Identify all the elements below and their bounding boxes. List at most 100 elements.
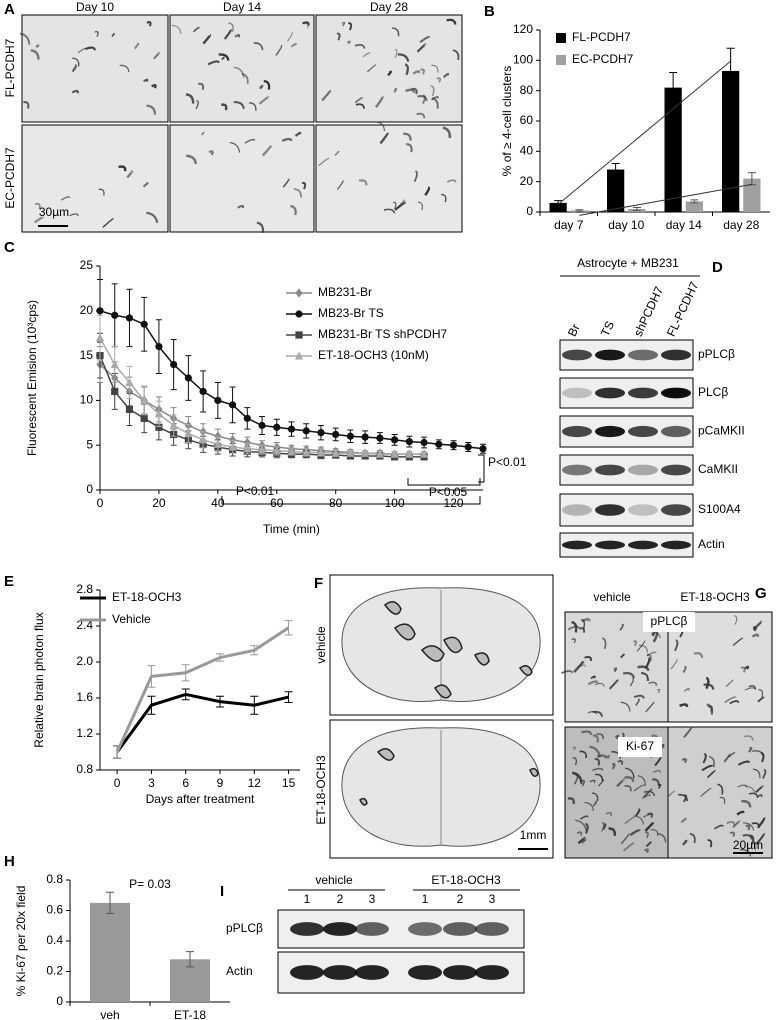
cell (613, 667, 618, 673)
marker (140, 414, 148, 422)
bar (664, 87, 682, 212)
lane-label: 3 (369, 892, 376, 906)
line (115, 692, 289, 753)
cell (348, 22, 353, 31)
legend-label: MB23-Br TS (318, 306, 384, 320)
marker (272, 445, 281, 455)
x-tick-label: 20 (152, 496, 166, 510)
cell (431, 96, 439, 101)
cell (742, 822, 755, 831)
cell (741, 799, 752, 808)
chart: 0.8 1.2 1.6 2.0 2.4 2.8 Relative brain photon … (32, 582, 300, 806)
cell (85, 46, 97, 51)
cell (762, 768, 767, 779)
trend-line (579, 183, 752, 216)
column-label: Day 28 (370, 0, 408, 14)
marker (391, 436, 399, 444)
x-tick-label: 6 (182, 776, 189, 790)
error-bar (106, 891, 114, 915)
marker (420, 438, 428, 447)
cell (608, 827, 617, 836)
row-label: Actin (226, 964, 253, 978)
cell (201, 131, 205, 136)
cell (633, 640, 637, 647)
panel-label: C (4, 239, 15, 256)
cell (72, 57, 80, 67)
cell (394, 48, 398, 58)
y-axis-label: % Ki-67 per 20x field (14, 886, 28, 997)
marker (302, 427, 310, 435)
cell (142, 182, 149, 188)
bracket (478, 454, 485, 483)
legend-label: ET-18-OCH3 (10nM) (318, 348, 429, 362)
label-box (643, 612, 695, 632)
error-bar (690, 199, 699, 204)
panel-label: E (4, 573, 14, 590)
marker (243, 414, 251, 422)
cell (387, 70, 393, 77)
cell (396, 198, 406, 209)
cell (589, 779, 596, 784)
band (661, 504, 691, 516)
cell (707, 839, 713, 848)
band (661, 387, 691, 399)
x-tick-label: 12 (248, 776, 262, 790)
lane-label: 1 (304, 892, 311, 906)
cell (744, 687, 757, 691)
cell (719, 796, 726, 804)
cell (208, 150, 214, 156)
marker (228, 435, 237, 445)
cell (611, 751, 621, 759)
cell (656, 688, 661, 694)
cell (650, 829, 659, 836)
cell (681, 758, 687, 764)
column-label: Day 10 (76, 0, 114, 14)
cell (442, 126, 452, 138)
cell (579, 750, 588, 759)
cell (23, 100, 30, 109)
cell (223, 28, 232, 40)
legend-label: EC-PCDH7 (572, 52, 634, 66)
marker (96, 307, 104, 315)
cell (641, 672, 649, 682)
cell (592, 767, 604, 772)
cell (573, 660, 585, 673)
cell (443, 73, 450, 78)
cell (293, 188, 303, 198)
band (475, 965, 509, 980)
band (562, 464, 592, 476)
cell (620, 701, 631, 712)
cell (611, 762, 616, 770)
marker (302, 447, 311, 456)
annotation: P= 0.03 (129, 877, 171, 891)
cell (624, 767, 635, 779)
band (628, 540, 658, 550)
marker (258, 421, 266, 430)
cell (572, 757, 577, 766)
cell (355, 103, 365, 109)
cell (185, 93, 195, 104)
legend-swatch (556, 55, 566, 65)
cell (146, 21, 152, 27)
cell (624, 776, 635, 783)
y-tick-label: 10 (80, 393, 94, 407)
marker (199, 387, 207, 396)
y-tick-label: 0 (86, 482, 93, 496)
cell (700, 787, 712, 798)
micrograph (21, 124, 169, 233)
cell (341, 21, 346, 27)
cell (608, 679, 619, 690)
cell (635, 698, 640, 706)
band (562, 425, 592, 438)
x-tick-label: day 14 (666, 218, 702, 232)
cell (651, 632, 656, 637)
marker (213, 439, 222, 448)
cell (111, 32, 115, 38)
bar (549, 202, 567, 212)
cell (624, 816, 636, 825)
bar (743, 178, 761, 212)
y-tick-label: 0.6 (46, 903, 63, 917)
y-tick-label: 20 (80, 303, 94, 317)
marker (295, 331, 303, 339)
panel-label: H (4, 853, 15, 870)
